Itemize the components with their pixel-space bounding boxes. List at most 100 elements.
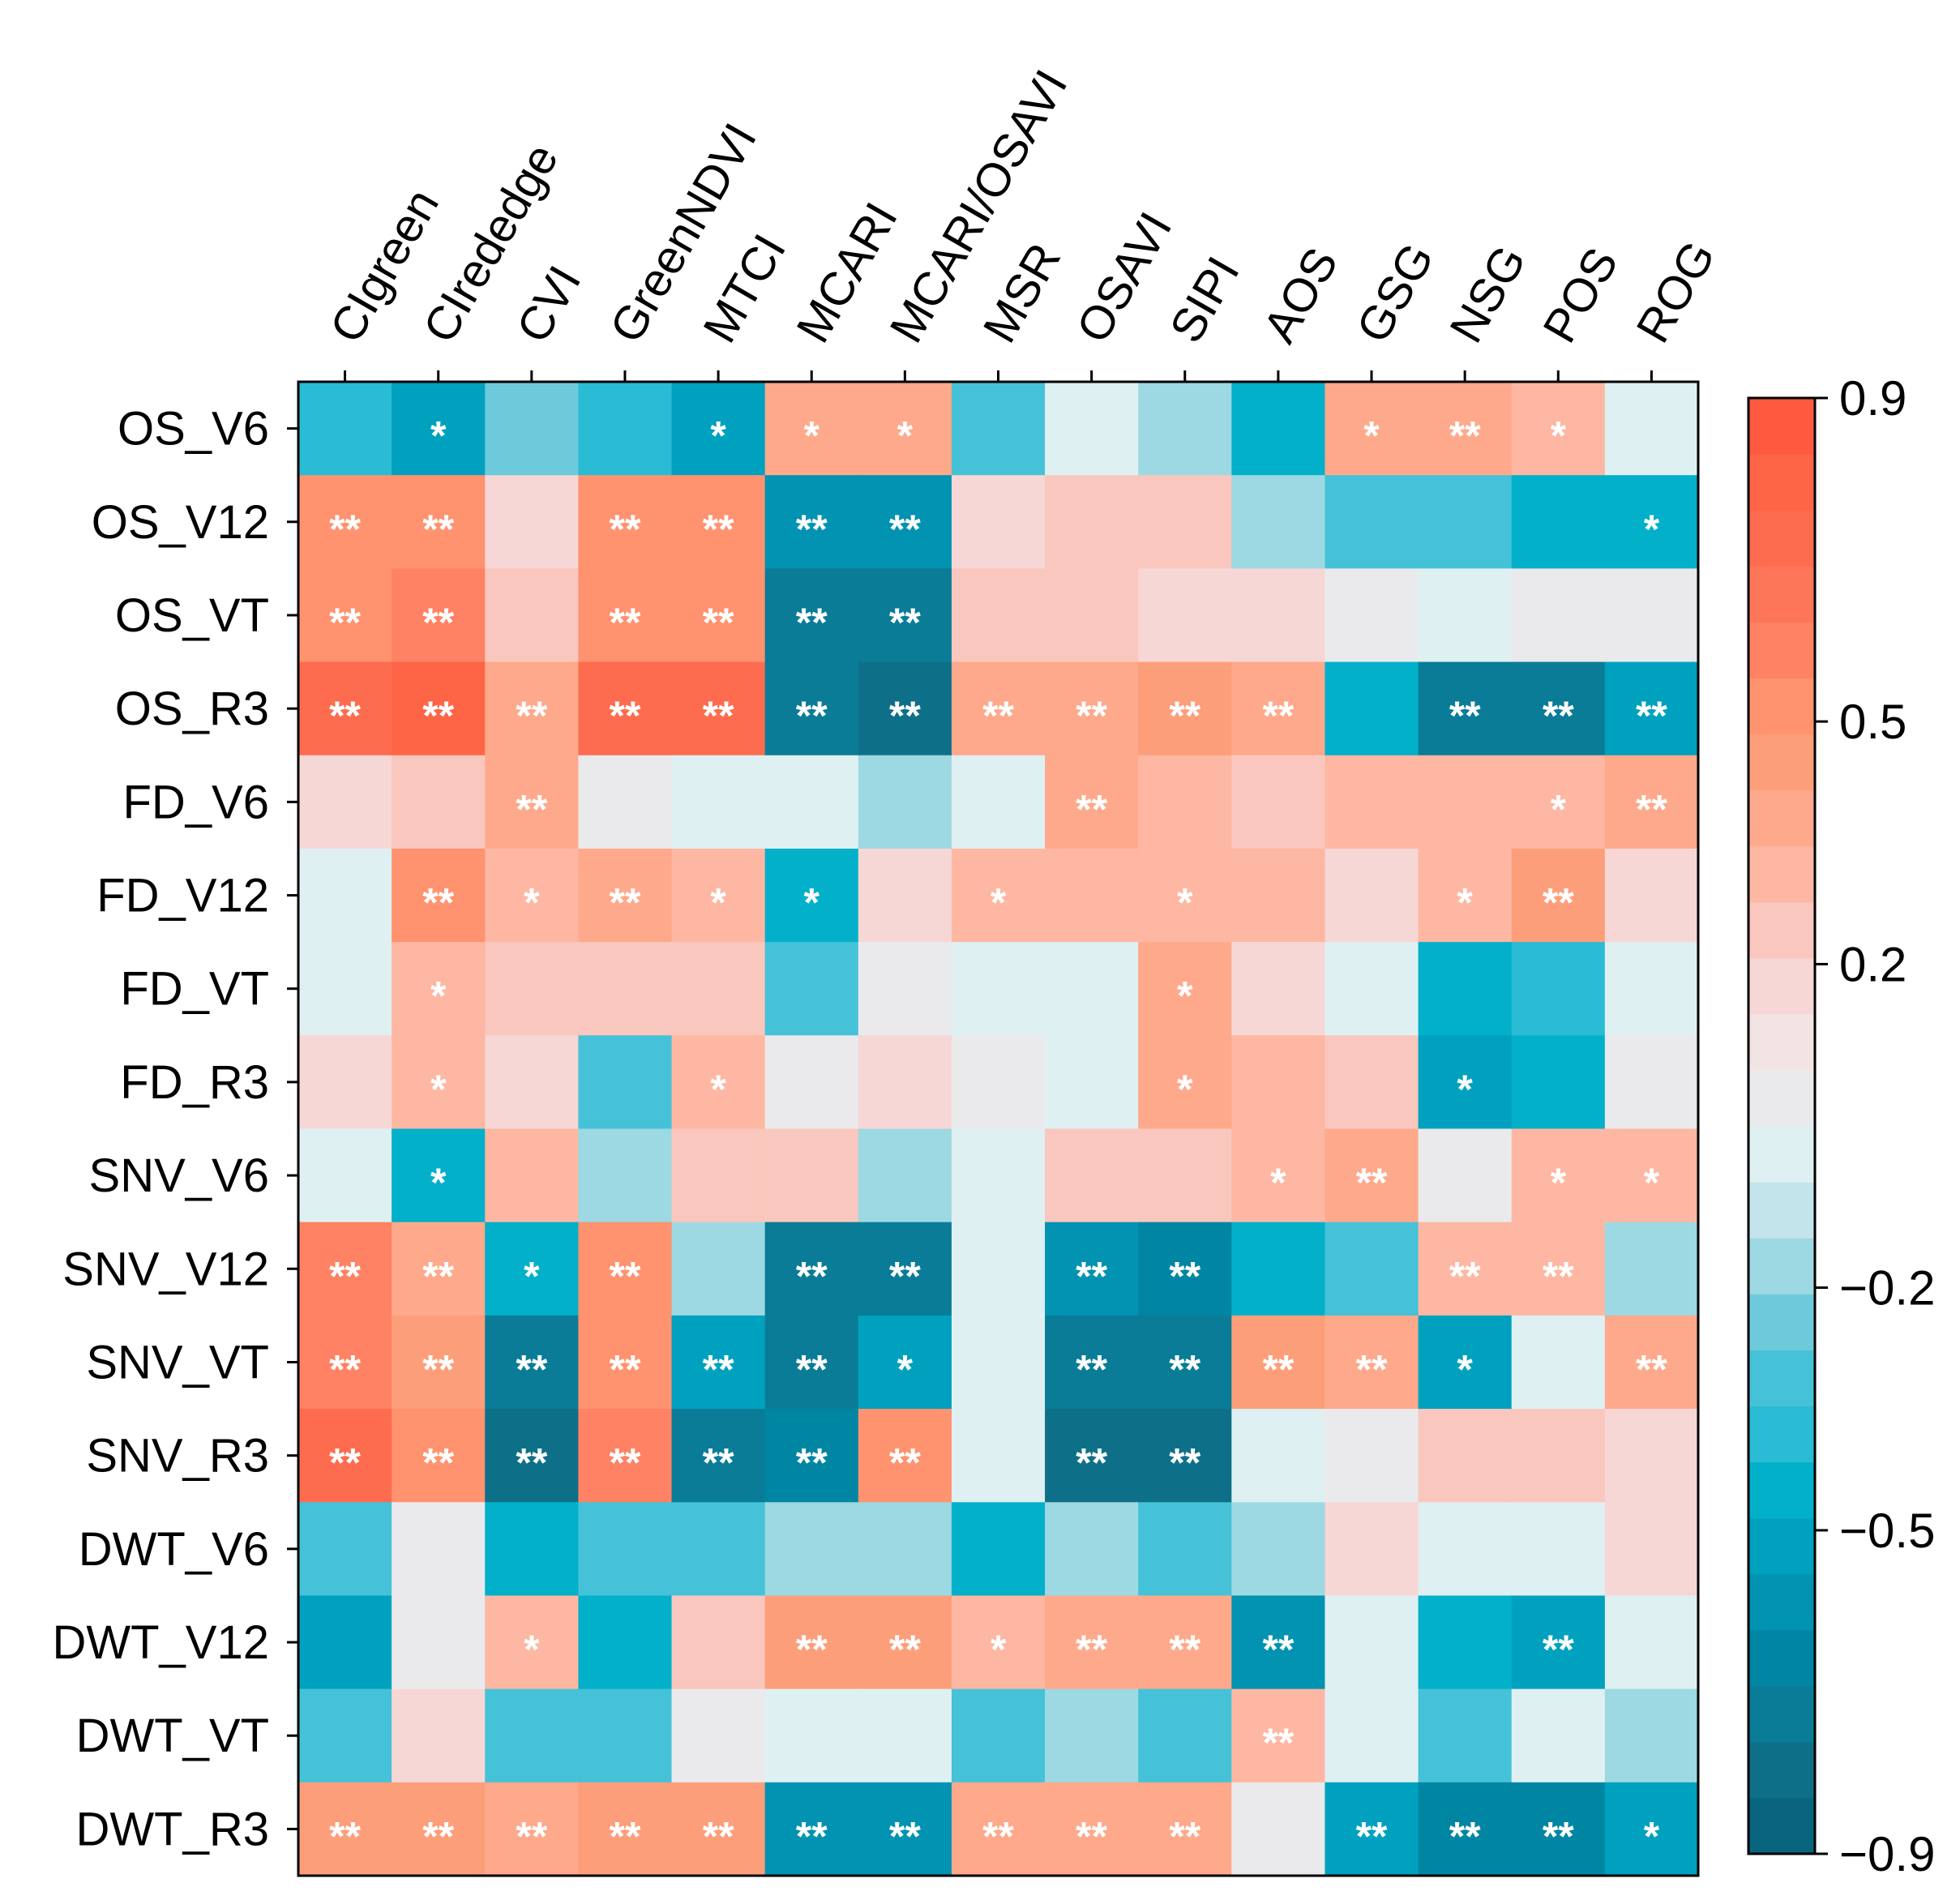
x-tick-label: OSAVI (1067, 203, 1183, 351)
heatmap-cell (1511, 475, 1606, 569)
heatmap-cell (1231, 942, 1326, 1036)
heatmap-cell (858, 568, 952, 663)
heatmap-cell (578, 1782, 673, 1876)
significance-label: ** (1449, 1253, 1481, 1299)
heatmap-cell (1604, 1222, 1699, 1316)
x-tick-label: MTCI (693, 225, 796, 351)
heatmap-cell (1138, 755, 1232, 849)
significance-label: * (1457, 1067, 1473, 1112)
heatmap-cell (1324, 1502, 1419, 1597)
heatmap-cell (671, 1035, 766, 1130)
y-tick-label: OS_V12 (92, 496, 269, 549)
heatmap-cell (1324, 568, 1419, 663)
heatmap-cell (858, 1128, 952, 1223)
heatmap-cell (951, 755, 1046, 849)
heatmap-cell (578, 1688, 673, 1783)
heatmap-cell (392, 1128, 486, 1223)
y-tick-label: FD_R3 (120, 1056, 269, 1109)
heatmap-cell (1231, 1128, 1326, 1223)
heatmap-cell (1324, 1688, 1419, 1783)
heatmap-cells (298, 382, 1699, 1876)
heatmap-cell (764, 942, 859, 1036)
colorbar-segment (1748, 1069, 1815, 1127)
significance-label: * (1457, 880, 1473, 926)
heatmap-cell (1231, 755, 1326, 849)
significance-label: * (1270, 1160, 1286, 1205)
significance-label: ** (422, 507, 454, 552)
heatmap-cell (1511, 942, 1606, 1036)
significance-label: ** (422, 1440, 454, 1486)
heatmap-cell (671, 1595, 766, 1690)
significance-label: * (1644, 1160, 1660, 1205)
heatmap-cell (1511, 1782, 1606, 1876)
significance-label: ** (329, 1813, 361, 1859)
heatmap-cell (858, 1688, 952, 1783)
y-tick-label: FD_V6 (122, 776, 269, 828)
significance-label: ** (703, 1346, 734, 1392)
y-tick-label: DWT_V12 (52, 1616, 269, 1669)
significance-label: ** (1169, 1346, 1200, 1392)
significance-label: ** (422, 600, 454, 645)
heatmap-cell (1231, 1315, 1326, 1410)
heatmap-cell (1511, 1502, 1606, 1597)
colorbar-segment (1748, 734, 1815, 791)
heatmap-cell (1324, 1409, 1419, 1503)
heatmap-cell (1045, 1409, 1139, 1503)
heatmap-cell (1418, 475, 1513, 569)
y-axis-ticks: OS_V6 OS_V12 OS_VT OS_R3 FD_V6 FD_V12 FD_VT FD_… (52, 403, 298, 1855)
significance-label: ** (1356, 1813, 1388, 1859)
heatmap-cell (1045, 1782, 1139, 1876)
heatmap-cell (578, 661, 673, 756)
significance-label: ** (422, 1346, 454, 1392)
heatmap-cell (1231, 1035, 1326, 1130)
heatmap-cell (951, 848, 1046, 943)
significance-label: ** (889, 1253, 921, 1299)
heatmap-cell (485, 1035, 579, 1130)
heatmap-cell (951, 1035, 1046, 1130)
heatmap-cell (392, 382, 486, 476)
heatmap-cell (1324, 1035, 1419, 1130)
heatmap-cell (392, 1222, 486, 1316)
heatmap-cell (392, 1315, 486, 1410)
heatmap-cell (1511, 1315, 1606, 1410)
heatmap-cell (764, 568, 859, 663)
heatmap-cell (1604, 1315, 1699, 1410)
heatmap-cell (485, 568, 579, 663)
heatmap-cell (1418, 1782, 1513, 1876)
heatmap-cell (1045, 1128, 1139, 1223)
x-tick-label: GSG (1346, 234, 1444, 351)
heatmap-cell (764, 1409, 859, 1503)
heatmap-cell (951, 661, 1046, 756)
heatmap-cell (1138, 1035, 1232, 1130)
significance-label: * (1177, 880, 1193, 926)
heatmap-cell (858, 848, 952, 943)
heatmap-cell (1604, 382, 1699, 476)
heatmap-cell (1324, 475, 1419, 569)
colorbar-segment (1748, 901, 1815, 959)
heatmap-cell (1604, 1409, 1699, 1503)
heatmap-cell (858, 1409, 952, 1503)
colorbar-segment (1748, 1461, 1815, 1519)
colorbar-segment (1748, 398, 1815, 455)
heatmap-cell (578, 755, 673, 849)
heatmap-cell (858, 1782, 952, 1876)
colorbar-segment (1748, 566, 1815, 623)
significance-markers: * * * * * ** *** ** ** ** ** ** *** ** ** ** ** **** ** ** *… (329, 413, 1667, 1859)
significance-label: ** (1356, 1346, 1388, 1392)
heatmap-cell (1604, 1128, 1699, 1223)
heatmap-cell (858, 1595, 952, 1690)
significance-label: ** (1543, 1813, 1574, 1859)
heatmap-cell (1138, 382, 1232, 476)
colorbar-tick-label: 0.5 (1839, 695, 1907, 749)
heatmap-cell (764, 1502, 859, 1597)
y-tick-label: OS_R3 (115, 683, 269, 735)
heatmap-cell (1324, 1222, 1419, 1316)
heatmap-cell (671, 1409, 766, 1503)
heatmap-cell (1511, 1222, 1606, 1316)
heatmap-cell (1231, 1222, 1326, 1316)
heatmap-cell (485, 848, 579, 943)
heatmap-cell (951, 1502, 1046, 1597)
significance-label: ** (610, 693, 641, 738)
significance-label: ** (889, 507, 921, 552)
heatmap-cell (298, 1128, 392, 1223)
